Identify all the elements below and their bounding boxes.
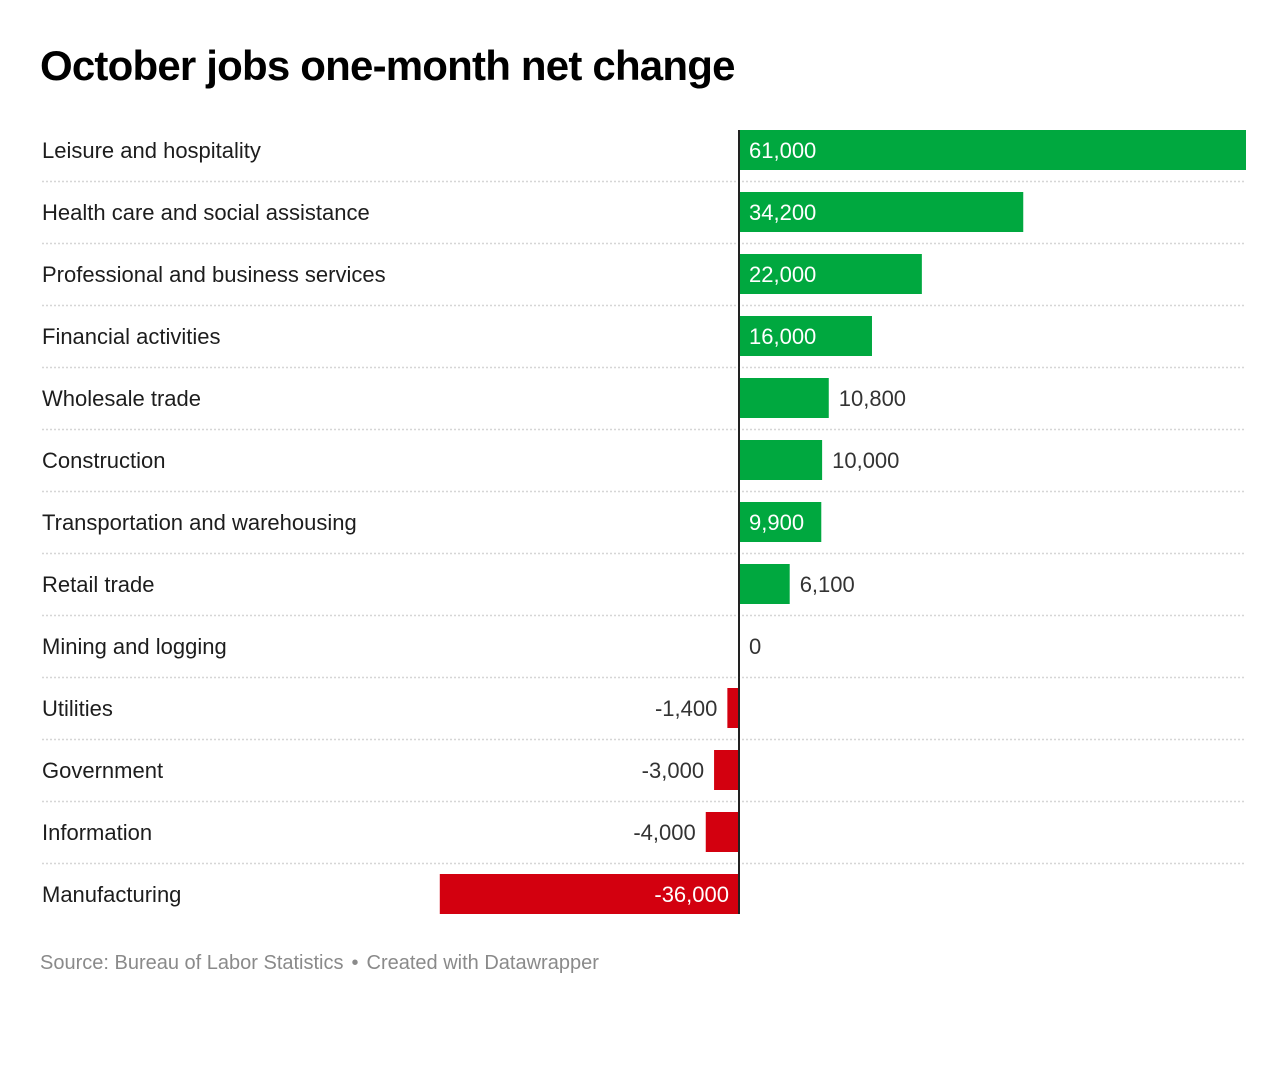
source-note: Source: Bureau of Labor Statistics: [40, 952, 344, 974]
value-label: 6,100: [800, 572, 855, 597]
chart-title: October jobs one-month net change: [40, 42, 735, 89]
value-label: 34,200: [749, 200, 816, 225]
bar: [727, 688, 739, 728]
bar: [739, 440, 823, 480]
category-label: Mining and logging: [42, 634, 227, 659]
value-label: 16,000: [749, 324, 816, 349]
row-dividers: [42, 180, 1246, 865]
bar: [739, 316, 872, 356]
category-label: Government: [42, 758, 163, 783]
value-label: 10,800: [839, 386, 906, 411]
bar: [714, 750, 739, 790]
category-label: Transportation and warehousing: [42, 510, 357, 535]
bar: [739, 130, 1246, 170]
category-label: Wholesale trade: [42, 386, 201, 411]
credit-note: Created with Datawrapper: [366, 952, 599, 974]
value-labels: 61,000 34,200 22,000 16,000 10,800 10,000 9,90…: [633, 138, 906, 907]
category-label: Utilities: [42, 696, 113, 721]
category-label: Manufacturing: [42, 882, 181, 907]
category-label: Health care and social assistance: [42, 200, 370, 225]
category-labels: Leisure and hospitality Health care and s…: [42, 138, 386, 907]
value-label: 10,000: [832, 448, 899, 473]
category-label: Information: [42, 820, 152, 845]
category-label: Leisure and hospitality: [42, 138, 261, 163]
category-label: Construction: [42, 448, 166, 473]
bar: [739, 254, 922, 294]
value-label: -1,400: [655, 696, 717, 721]
value-label: -36,000: [654, 882, 729, 907]
category-label: Professional and business services: [42, 262, 386, 287]
value-label: -3,000: [642, 758, 704, 783]
value-label: 22,000: [749, 262, 816, 287]
value-label: -4,000: [633, 820, 695, 845]
bar-chart: Leisure and hospitality Health care and s…: [42, 130, 1246, 914]
value-label: 0: [749, 634, 761, 659]
bar: [739, 564, 790, 604]
category-label: Retail trade: [42, 572, 155, 597]
bar: [739, 502, 822, 542]
bar: [739, 378, 829, 418]
footer-separator: •: [351, 952, 359, 974]
bar: [705, 812, 739, 852]
bars: [439, 130, 1246, 914]
category-label: Financial activities: [42, 324, 221, 349]
bar: [439, 874, 739, 914]
bar: [739, 192, 1024, 232]
chart-footer: Source: Bureau of Labor Statistics • Creat…: [40, 952, 599, 975]
value-label: 61,000: [749, 138, 816, 163]
value-label: 9,900: [749, 510, 804, 535]
